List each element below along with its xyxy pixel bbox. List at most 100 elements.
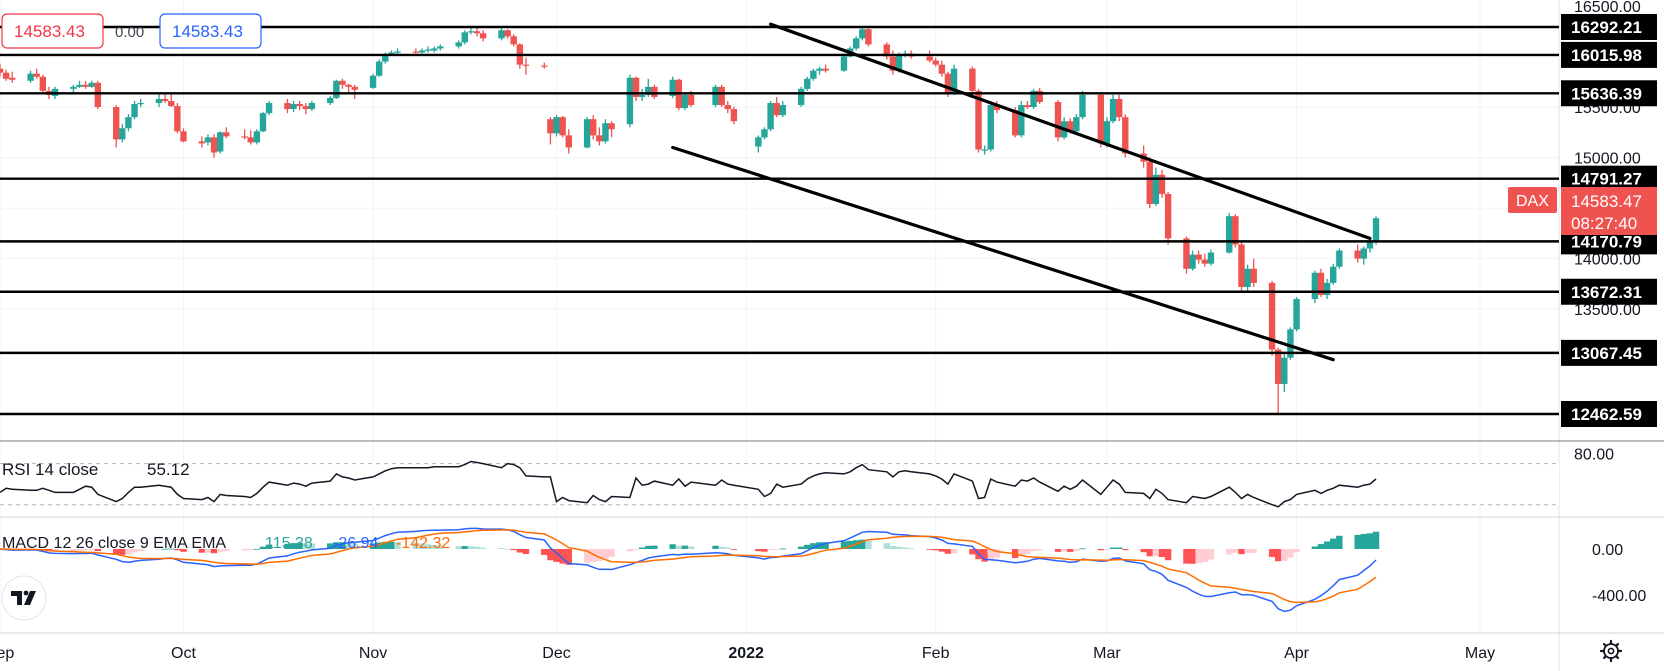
candle-body [669,79,676,96]
macd-histogram-bar [1268,549,1276,557]
candle-body [88,82,95,87]
macd-histogram-bar [241,549,248,551]
candle-body [1054,102,1062,138]
candle-body [210,137,218,153]
candle-body [1195,254,1202,260]
macd-histogram-bar [1372,531,1380,549]
candle-body [865,29,872,45]
symbol-label: DAX [1516,193,1549,210]
candle-body [327,97,334,104]
macd-histogram-bar [969,549,976,555]
top-axis-label: 16500.00 [1574,0,1641,16]
macd-histogram-bar [339,542,346,549]
macd-histogram-bar [1073,549,1080,551]
rsi-pane[interactable]: 80.00 [0,446,1614,508]
sell-button[interactable] [1,13,104,49]
candle-body [590,119,597,136]
level-badge-label: 16015.98 [1571,46,1642,65]
level-badge [1561,278,1657,305]
candle-body [773,103,780,116]
candle-body [223,132,230,137]
buy-button[interactable] [159,13,262,49]
macd-histogram-bar [1109,547,1117,549]
candle-body [1360,248,1368,259]
candle-body [816,68,823,71]
candle-body [889,56,897,71]
macd-histogram-bar [840,541,848,549]
candle-body [198,141,206,144]
candle-body [804,78,811,89]
candle-body [938,64,946,74]
macd-histogram-bar [198,549,206,553]
macd-histogram-bar [541,549,548,556]
macd-histogram-bar [1354,534,1361,549]
candle-body [779,105,787,116]
candle-body [1330,266,1337,283]
macd-tick-label: -400.00 [1592,588,1646,605]
trend-channel[interactable] [671,22,1372,362]
candle-body [626,77,634,125]
macd-histogram-bar [455,546,462,549]
macd-histogram-bar [51,549,59,552]
candle-body [1226,216,1233,253]
macd-histogram-bar [1207,549,1215,560]
macd-signal-line [0,529,1377,604]
candles[interactable] [0,26,1380,415]
macd-histogram-bar [1189,549,1196,564]
candle-body [1268,282,1276,350]
candle-body [987,105,994,150]
level-badge-label: 14170.79 [1571,232,1642,251]
macd-histogram-bar [730,549,738,550]
macd-histogram-bar [1097,549,1105,551]
candle-body [180,131,187,142]
rsi-tick-label: 80.00 [1574,446,1614,463]
macd-histogram-bar [718,546,725,549]
macd-histogram-bar [938,549,946,552]
candle-body [1103,121,1111,144]
macd-histogram-bar [987,549,994,560]
candle-body [369,75,377,88]
candle-body [431,48,438,51]
candle-body [1164,193,1172,239]
order-panel[interactable]: 14583.43 0.00 14583.43 [1,13,262,49]
settings-gear-icon[interactable] [1599,639,1623,663]
candle-body [504,30,511,37]
level-badge [1561,401,1657,427]
macd-pane[interactable]: 0.00 -400.00 [0,527,1646,613]
macd-histogram-bar [204,549,212,553]
candle-body [424,49,432,51]
macd-histogram-bar [908,548,915,550]
rsi-band [0,463,1559,505]
candle-body [82,84,89,87]
macd-histogram-bar [687,546,695,549]
candle-body [645,86,652,95]
macd-histogram-bar [1140,549,1147,553]
candle-body [1336,250,1343,267]
macd-histogram-bar [70,549,77,551]
candle-body [461,32,468,43]
macd-histogram-bar [724,547,731,549]
macd-histogram-bar [1232,549,1239,553]
macd-histogram-bar [253,548,261,550]
candle-body [608,123,615,130]
macd-tick-label: 0.00 [1592,542,1623,559]
macd-histogram-bar [889,545,897,549]
candle-body [76,84,83,87]
macd-histogram-bar [651,545,658,549]
candle-body [39,76,47,91]
candle-body [638,94,646,97]
candle-body [1122,117,1129,154]
candle-body [394,51,401,53]
macd-histogram-bar [1036,549,1043,551]
macd-histogram-bar [822,542,829,549]
candle-body [0,68,4,73]
macd-histogram-bar [284,543,291,549]
candle-body [265,103,273,114]
current-price-value: 14583.47 [1571,192,1642,211]
candle-body [302,106,309,110]
candle-body [131,104,138,118]
candle-body [981,149,988,151]
macd-histogram-bar [247,549,254,551]
macd-histogram-bar [155,549,163,550]
candle-body [1232,216,1239,245]
